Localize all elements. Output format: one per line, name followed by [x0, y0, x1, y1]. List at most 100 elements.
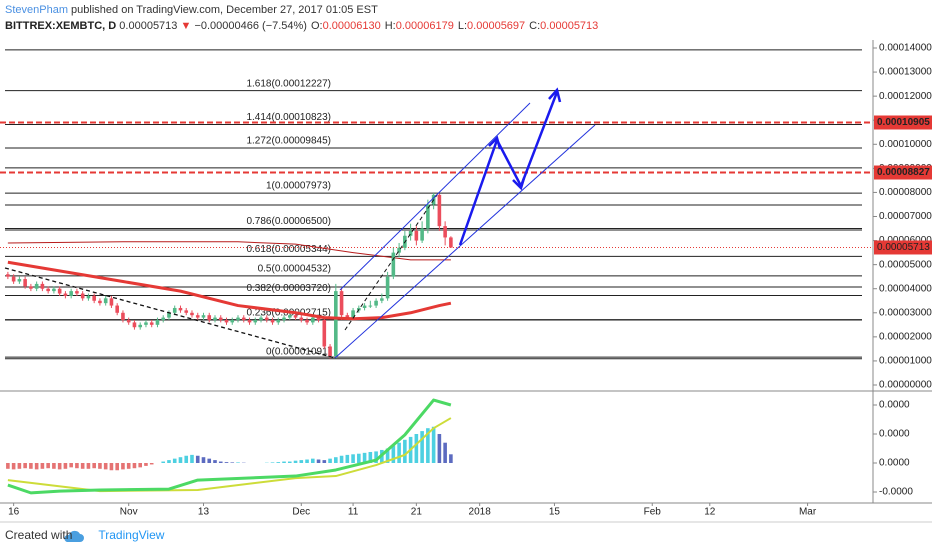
candle-body [293, 315, 298, 318]
candle-body [86, 295, 91, 299]
x-tick-label: 2018 [469, 507, 492, 518]
candle-body [247, 320, 252, 323]
brand[interactable]: TradingView [98, 528, 165, 542]
candle-body [368, 305, 373, 307]
candle-body [322, 320, 327, 347]
histogram-bar [103, 463, 108, 470]
candle-body [397, 247, 401, 253]
y-tick-label: 0.0000 [879, 429, 910, 440]
candle-body [299, 317, 304, 321]
candle-body [6, 274, 10, 277]
trend-line [344, 194, 438, 331]
histogram-bar [414, 434, 419, 463]
histogram-bar [236, 462, 240, 463]
candle-body [103, 298, 108, 304]
histogram-bar [63, 463, 68, 469]
candle-body [195, 315, 200, 318]
candle-body [17, 279, 22, 282]
y-tick-label: 0.00001000 [879, 356, 932, 367]
candle-body [426, 204, 430, 229]
histogram-bar [92, 463, 96, 469]
candle-body [241, 317, 246, 321]
histogram-bar [299, 460, 304, 463]
histogram-bar [46, 463, 50, 469]
candle-body [40, 283, 45, 289]
ohlc-key: L: [457, 20, 468, 32]
histogram-bar [11, 463, 16, 470]
histogram-bar [316, 459, 321, 463]
histogram-bar [345, 454, 350, 463]
candle-body [52, 288, 56, 292]
candle-body [126, 320, 131, 323]
histogram-bar [334, 457, 338, 463]
y-tick-label: -0.0000 [879, 487, 913, 498]
histogram-bar [17, 463, 22, 469]
fib-label: 1.272(0.00009845) [246, 136, 331, 147]
histogram-bar [437, 434, 442, 463]
y-tick-label: 0.00005000 [879, 259, 932, 270]
y-tick-label: 0.00003000 [879, 307, 932, 318]
candle-body [414, 230, 419, 241]
histogram-bar [207, 458, 212, 463]
histogram-bar [218, 461, 223, 463]
candle-body [311, 317, 315, 323]
histogram-bar [52, 463, 56, 469]
y-tick-label: 0.00004000 [879, 283, 932, 294]
price-tag [874, 115, 932, 130]
candle-body [172, 307, 177, 313]
histogram-bar [121, 463, 125, 470]
candle-body [282, 317, 286, 321]
candle-body [437, 194, 442, 227]
candle-body [287, 315, 292, 318]
candle-body [345, 315, 350, 318]
candle-body [213, 317, 217, 321]
histogram-bar [374, 451, 378, 463]
candle-body [92, 295, 96, 301]
candle-body [161, 317, 166, 321]
x-tick-label: 13 [198, 507, 210, 518]
histogram-bar [172, 458, 177, 463]
x-tick-label: 11 [348, 507, 359, 518]
histogram-bar [230, 462, 235, 463]
histogram-bar [69, 463, 73, 468]
fib-label: 0.786(0.00006500) [246, 216, 331, 227]
candle-body [380, 298, 384, 301]
candle-body [138, 324, 143, 328]
candle-body [121, 312, 125, 321]
author[interactable]: StevenPham [5, 4, 68, 16]
candle-body [230, 320, 235, 323]
histogram-bar [213, 460, 217, 463]
fib-label: 1.414(0.00010823) [246, 112, 331, 123]
candle-body [236, 317, 240, 321]
fib-label: 0.382(0.00003720) [246, 283, 331, 294]
histogram-bar [57, 463, 62, 470]
candle-body [408, 230, 413, 236]
candle-body [385, 276, 390, 299]
x-tick-label: Nov [120, 507, 138, 518]
histogram-bar [132, 463, 137, 469]
price-tag [874, 165, 932, 180]
histogram-bar [293, 460, 298, 463]
ohlc-value: 0.00005713 [540, 20, 599, 32]
histogram-bar [40, 463, 45, 469]
candle-body [218, 317, 223, 321]
ohlc-key: H: [384, 20, 396, 32]
candle-body [184, 310, 189, 313]
y-tick-label: 0.00014000 [879, 43, 932, 54]
candle-body [334, 291, 338, 357]
histogram-bar [322, 460, 327, 463]
y-tick-label: 0.00007000 [879, 211, 932, 222]
histogram-bar [115, 463, 119, 471]
y-tick-label: 0.00012000 [879, 91, 932, 102]
footer: Created with TradingView [5, 528, 164, 542]
candle-body [305, 320, 309, 323]
histogram-bar [178, 457, 183, 463]
histogram-bar [149, 463, 154, 465]
y-tick-label: 0.0000 [879, 400, 910, 411]
candle-body [34, 283, 39, 289]
y-tick-label: 0.00013000 [879, 67, 932, 78]
price-tag-label: 0.00008827 [877, 167, 930, 178]
candle-body [149, 322, 154, 325]
candle-body [132, 322, 137, 328]
